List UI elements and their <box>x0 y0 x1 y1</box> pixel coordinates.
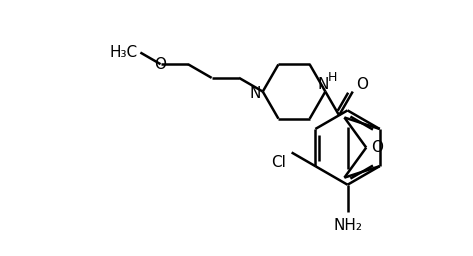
Text: H: H <box>327 71 337 84</box>
Text: NH₂: NH₂ <box>333 218 362 233</box>
Text: O: O <box>356 77 368 92</box>
Text: O: O <box>371 140 383 155</box>
Text: Cl: Cl <box>271 155 286 170</box>
Text: O: O <box>155 57 166 72</box>
Text: N: N <box>318 77 329 92</box>
Text: N: N <box>249 86 261 101</box>
Text: H₃C: H₃C <box>109 45 138 60</box>
